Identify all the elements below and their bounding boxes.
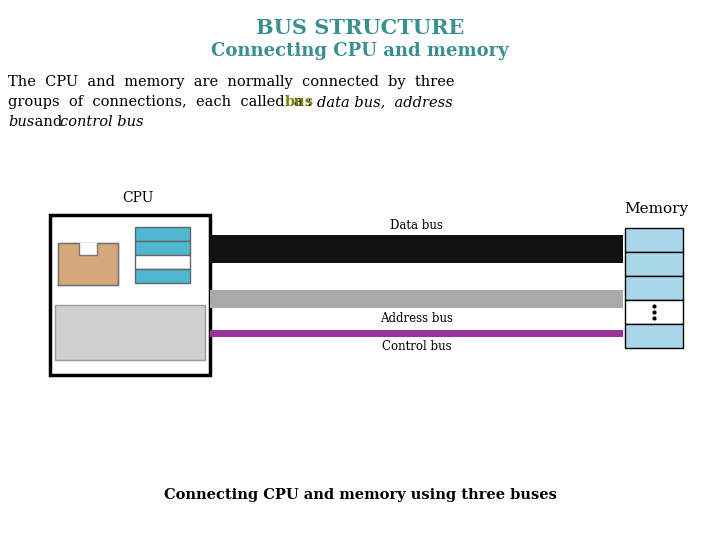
Bar <box>55 305 205 360</box>
Text: BUS STRUCTURE: BUS STRUCTURE <box>256 18 464 38</box>
Text: CPU: CPU <box>122 191 153 205</box>
Bar <box>210 290 623 308</box>
Bar <box>135 227 190 241</box>
Bar <box>625 324 683 348</box>
Bar <box>210 330 623 337</box>
Text: groups  of  connections,  each  called  a: groups of connections, each called a <box>8 95 307 109</box>
Bar <box>135 269 190 283</box>
Text: The  CPU  and  memory  are  normally  connected  by  three: The CPU and memory are normally connecte… <box>8 75 454 89</box>
Text: :: : <box>307 95 317 109</box>
Text: Control bus: Control bus <box>382 340 451 353</box>
Text: bus: bus <box>8 115 35 129</box>
Bar <box>625 276 683 300</box>
Text: Connecting CPU and memory: Connecting CPU and memory <box>211 42 509 60</box>
Bar <box>625 228 683 252</box>
Text: bus: bus <box>285 95 314 109</box>
Text: data bus,  address: data bus, address <box>317 95 453 109</box>
Text: and: and <box>30 115 67 129</box>
Text: Connecting CPU and memory using three buses: Connecting CPU and memory using three bu… <box>163 488 557 502</box>
Bar <box>79 243 97 255</box>
Text: Memory: Memory <box>624 202 688 216</box>
Bar <box>210 235 623 263</box>
Bar <box>58 243 118 285</box>
Bar <box>135 241 190 255</box>
Text: control bus: control bus <box>60 115 143 129</box>
Bar <box>50 215 210 375</box>
Text: Address bus: Address bus <box>380 312 453 325</box>
Bar <box>625 252 683 276</box>
Bar <box>625 300 683 324</box>
Bar <box>135 255 190 269</box>
Text: Data bus: Data bus <box>390 219 443 232</box>
